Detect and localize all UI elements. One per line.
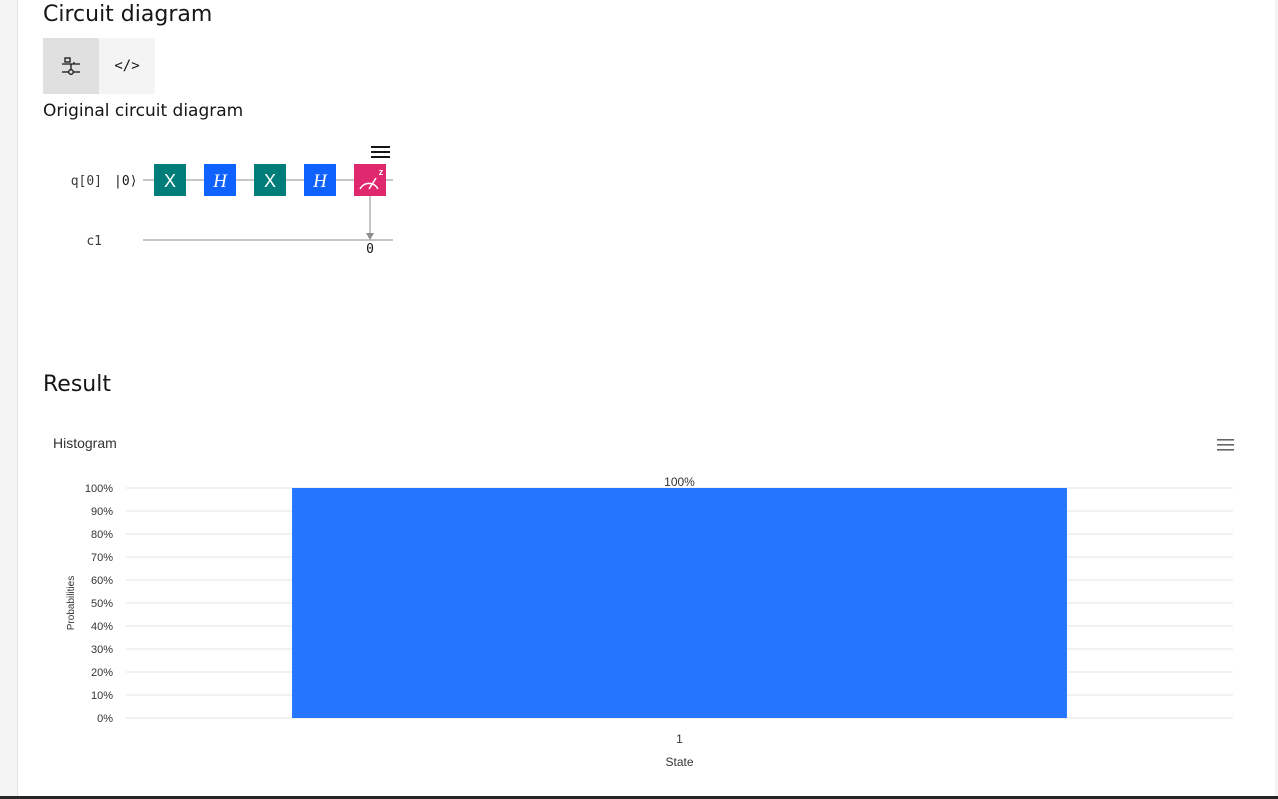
code-icon: </> xyxy=(114,58,140,74)
histogram-chart: 0% 10% 20% 30% 40% 50% 60% 70% 80% 90% 100% 100% 1 St… xyxy=(66,475,1233,769)
histogram-bar xyxy=(292,488,1067,718)
meter-icon xyxy=(359,182,379,190)
y-tick-label: 40% xyxy=(91,621,113,633)
x-axis-title: State xyxy=(665,755,693,769)
circuit-view-button[interactable] xyxy=(43,38,99,94)
circuit-diagram: q[0] |0⟩ c1 X H X H z 0 xyxy=(71,164,393,257)
chart-title: Histogram xyxy=(53,435,117,451)
classical-bit-index: 0 xyxy=(366,242,374,257)
gate-x-2[interactable]: X xyxy=(254,164,286,196)
left-panel-edge xyxy=(0,0,18,799)
y-tick-label: 10% xyxy=(91,690,113,702)
result-title: Result xyxy=(43,372,111,397)
svg-text:z: z xyxy=(379,167,384,177)
circuit-menu-icon[interactable] xyxy=(371,145,391,161)
classical-register-label: c1 xyxy=(86,234,102,249)
circuit-composer-icon xyxy=(62,57,80,75)
gate-h-1[interactable]: H xyxy=(204,164,236,196)
gate-h-2[interactable]: H xyxy=(304,164,336,196)
y-tick-label: 20% xyxy=(91,667,113,679)
right-scroll-edge xyxy=(1275,0,1278,799)
measure-gate[interactable]: z xyxy=(354,164,386,196)
histogram-card: Histogram 0% 10% 20% 30% 40% 50% 60% 70% 80% 90% 1… xyxy=(43,425,1243,785)
y-tick-label: 100% xyxy=(85,483,113,495)
y-axis-title: Probabilities xyxy=(66,576,77,630)
svg-text:H: H xyxy=(312,171,328,192)
svg-text:X: X xyxy=(164,171,176,191)
circuit-diagram-title: Circuit diagram xyxy=(43,2,213,27)
svg-text:X: X xyxy=(264,171,276,191)
y-tick-label: 90% xyxy=(91,506,113,518)
y-tick-label: 60% xyxy=(91,575,113,587)
y-tick-label: 30% xyxy=(91,644,113,656)
view-toggle: </> xyxy=(43,38,156,94)
ket-label: |0⟩ xyxy=(114,174,137,189)
bottom-edge xyxy=(0,796,1278,799)
bar-data-label: 100% xyxy=(664,475,695,489)
gate-x-1[interactable]: X xyxy=(154,164,186,196)
y-tick-label: 70% xyxy=(91,552,113,564)
chart-menu-icon[interactable] xyxy=(1217,438,1235,452)
x-tick-label: 1 xyxy=(676,732,683,746)
svg-text:H: H xyxy=(212,171,228,192)
measure-arrowhead xyxy=(366,233,374,240)
y-tick-label: 50% xyxy=(91,598,113,610)
code-view-button[interactable]: </> xyxy=(99,38,155,94)
original-circuit-subtitle: Original circuit diagram xyxy=(43,101,244,121)
qubit-label: q[0] xyxy=(71,174,102,189)
y-tick-label: 0% xyxy=(97,713,113,725)
y-tick-label: 80% xyxy=(91,529,113,541)
